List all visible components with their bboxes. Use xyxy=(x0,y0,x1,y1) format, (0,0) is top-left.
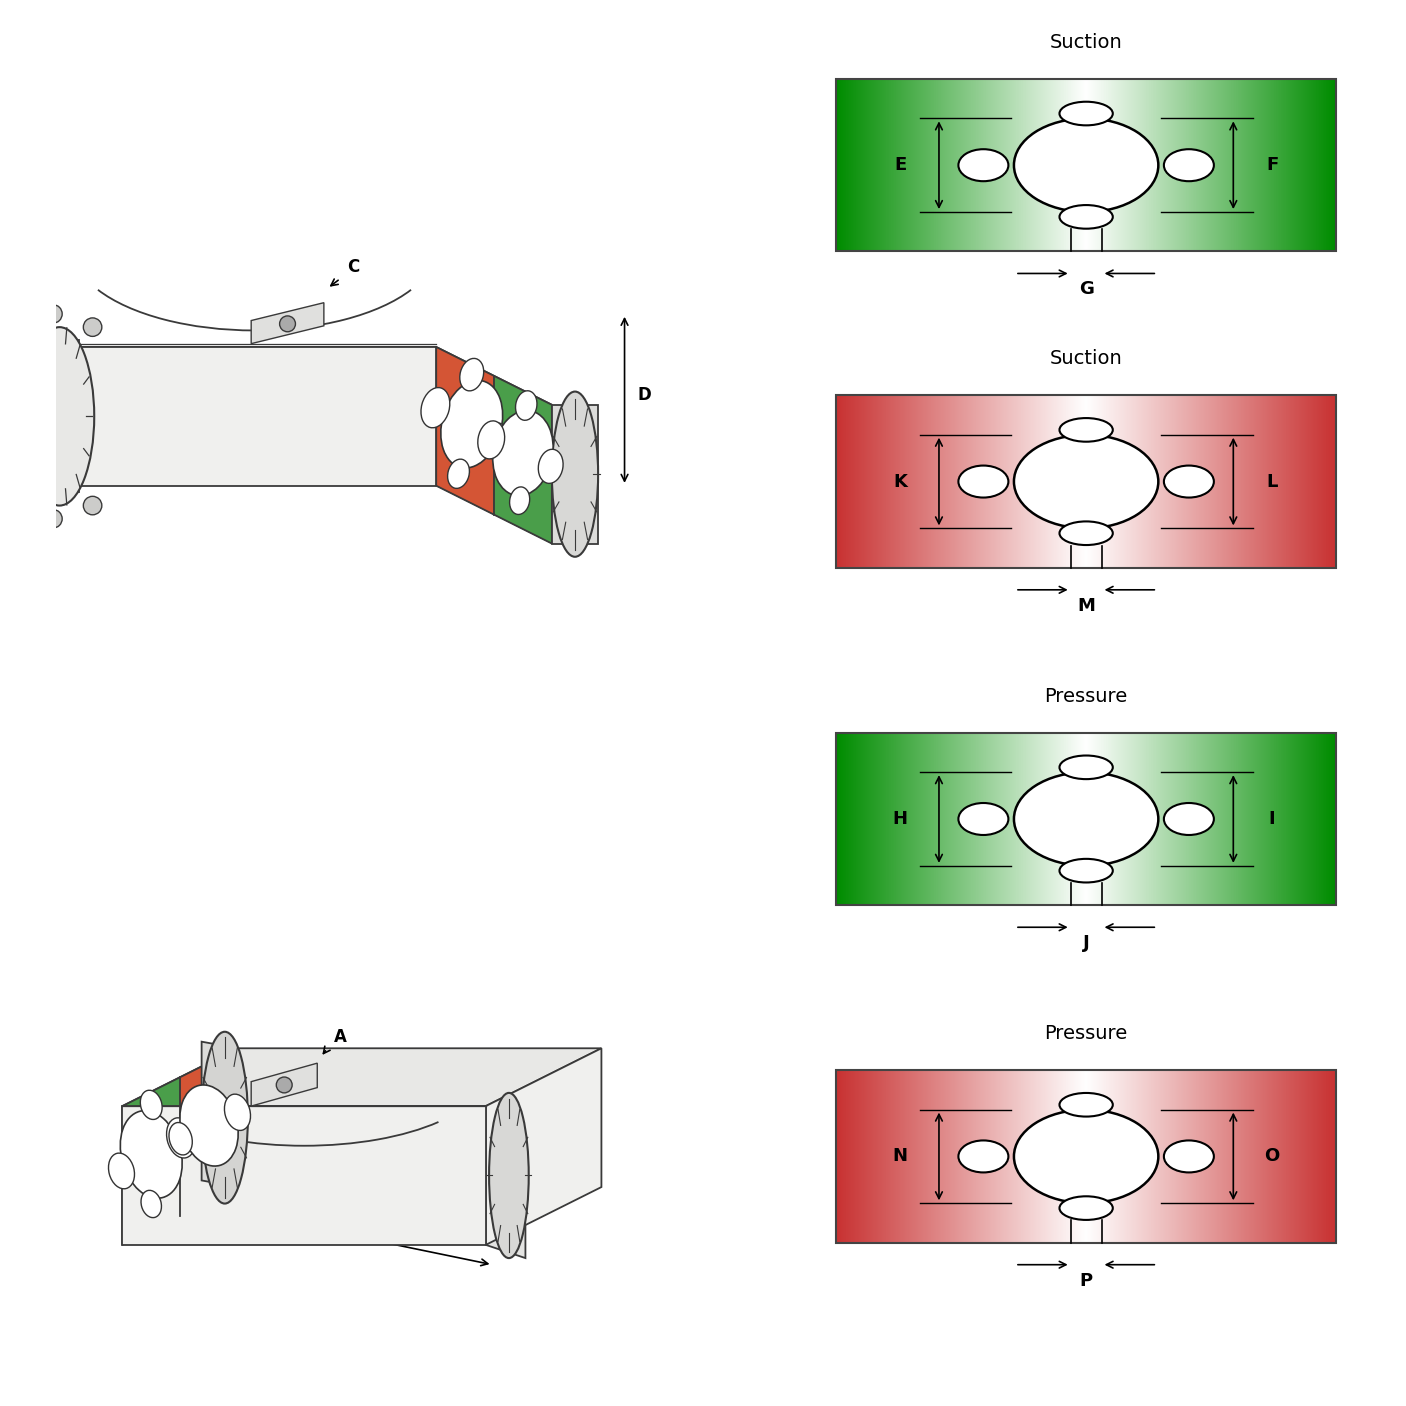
Ellipse shape xyxy=(959,803,1008,835)
Text: Suction: Suction xyxy=(1050,349,1122,368)
Polygon shape xyxy=(201,1042,238,1187)
Ellipse shape xyxy=(959,465,1008,498)
Ellipse shape xyxy=(1014,118,1159,212)
Ellipse shape xyxy=(959,1140,1008,1173)
Ellipse shape xyxy=(201,1032,247,1204)
Text: J: J xyxy=(1083,934,1090,952)
Bar xyxy=(837,79,1336,252)
Circle shape xyxy=(1060,101,1112,125)
Ellipse shape xyxy=(1014,1109,1159,1204)
Polygon shape xyxy=(122,1107,486,1244)
Text: N: N xyxy=(893,1147,908,1166)
Ellipse shape xyxy=(1164,465,1213,498)
Circle shape xyxy=(83,496,101,515)
Ellipse shape xyxy=(1164,803,1213,835)
Polygon shape xyxy=(122,1077,180,1244)
Text: L: L xyxy=(1267,472,1278,491)
Circle shape xyxy=(1060,1197,1112,1220)
Ellipse shape xyxy=(478,420,505,458)
Circle shape xyxy=(1060,522,1112,546)
Text: Pressure: Pressure xyxy=(1045,686,1128,706)
Ellipse shape xyxy=(420,388,450,427)
Ellipse shape xyxy=(460,359,484,391)
Text: D: D xyxy=(638,385,651,404)
Ellipse shape xyxy=(141,1191,162,1218)
Text: C: C xyxy=(347,257,360,276)
Text: B: B xyxy=(349,1223,361,1240)
Ellipse shape xyxy=(447,460,470,488)
Circle shape xyxy=(1060,418,1112,441)
Text: G: G xyxy=(1078,280,1094,298)
Ellipse shape xyxy=(141,1090,162,1119)
Ellipse shape xyxy=(492,411,553,496)
Polygon shape xyxy=(436,347,494,515)
Ellipse shape xyxy=(551,391,598,557)
Polygon shape xyxy=(486,1107,526,1258)
Ellipse shape xyxy=(1014,772,1159,866)
Polygon shape xyxy=(73,347,553,405)
Ellipse shape xyxy=(509,486,530,515)
Text: F: F xyxy=(1265,156,1278,174)
Ellipse shape xyxy=(440,381,503,468)
Polygon shape xyxy=(494,375,553,544)
Ellipse shape xyxy=(25,328,94,506)
Circle shape xyxy=(44,509,62,529)
Polygon shape xyxy=(180,1049,238,1216)
Polygon shape xyxy=(252,1063,318,1107)
Text: A: A xyxy=(333,1028,347,1046)
Text: M: M xyxy=(1077,596,1095,614)
Polygon shape xyxy=(252,302,323,343)
Ellipse shape xyxy=(538,450,562,484)
Ellipse shape xyxy=(169,1122,193,1154)
Text: Suction: Suction xyxy=(1050,32,1122,52)
Ellipse shape xyxy=(489,1092,529,1258)
Ellipse shape xyxy=(166,1118,195,1159)
Circle shape xyxy=(277,1077,292,1092)
Circle shape xyxy=(1060,1092,1112,1116)
Ellipse shape xyxy=(482,423,508,458)
Circle shape xyxy=(1060,205,1112,229)
Circle shape xyxy=(83,318,101,336)
Bar xyxy=(837,733,1336,905)
Text: I: I xyxy=(1268,810,1275,828)
Circle shape xyxy=(1060,755,1112,779)
Text: E: E xyxy=(894,156,907,174)
Polygon shape xyxy=(73,347,436,485)
Polygon shape xyxy=(553,405,598,544)
Text: K: K xyxy=(893,472,907,491)
Ellipse shape xyxy=(225,1094,250,1130)
Ellipse shape xyxy=(1014,434,1159,529)
Circle shape xyxy=(280,316,295,332)
Ellipse shape xyxy=(180,1085,238,1166)
Polygon shape xyxy=(486,1049,602,1244)
Text: O: O xyxy=(1264,1147,1279,1166)
Ellipse shape xyxy=(108,1153,135,1189)
Text: Pressure: Pressure xyxy=(1045,1024,1128,1043)
Polygon shape xyxy=(122,1049,602,1107)
Ellipse shape xyxy=(516,391,537,420)
Bar xyxy=(837,395,1336,568)
Text: P: P xyxy=(1080,1271,1092,1289)
Circle shape xyxy=(44,305,62,323)
Ellipse shape xyxy=(1164,1140,1213,1173)
Circle shape xyxy=(1060,859,1112,883)
Ellipse shape xyxy=(121,1111,183,1198)
Polygon shape xyxy=(34,340,79,492)
Ellipse shape xyxy=(1164,149,1213,181)
Ellipse shape xyxy=(959,149,1008,181)
Bar xyxy=(837,1070,1336,1243)
Text: H: H xyxy=(893,810,908,828)
